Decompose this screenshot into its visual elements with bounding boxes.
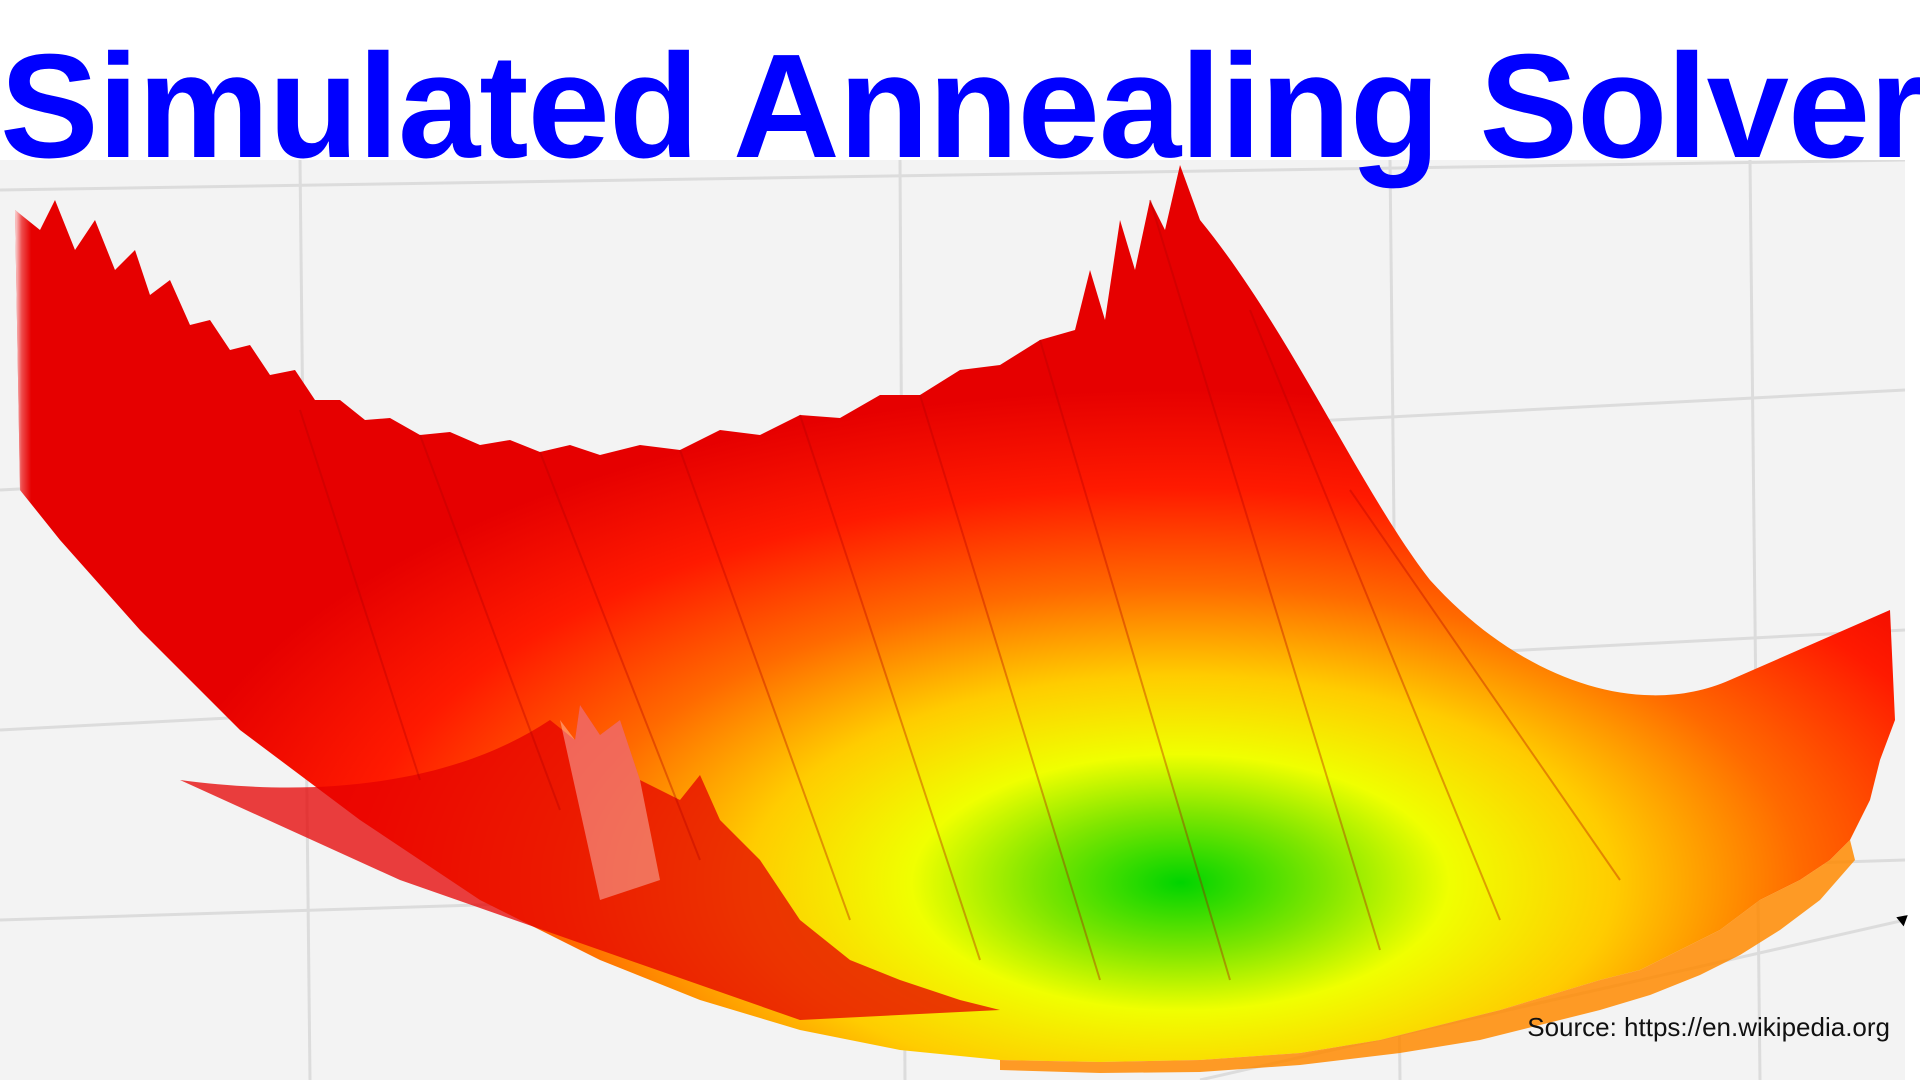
slide-title: Simulated Annealing Solver bbox=[0, 24, 1920, 189]
right-margin-strip bbox=[1905, 0, 1920, 1080]
surface-mesh bbox=[15, 165, 1895, 1073]
surface-plot-figure bbox=[0, 160, 1905, 1080]
source-caption: Source: https://en.wikipedia.org bbox=[1527, 1012, 1890, 1042]
